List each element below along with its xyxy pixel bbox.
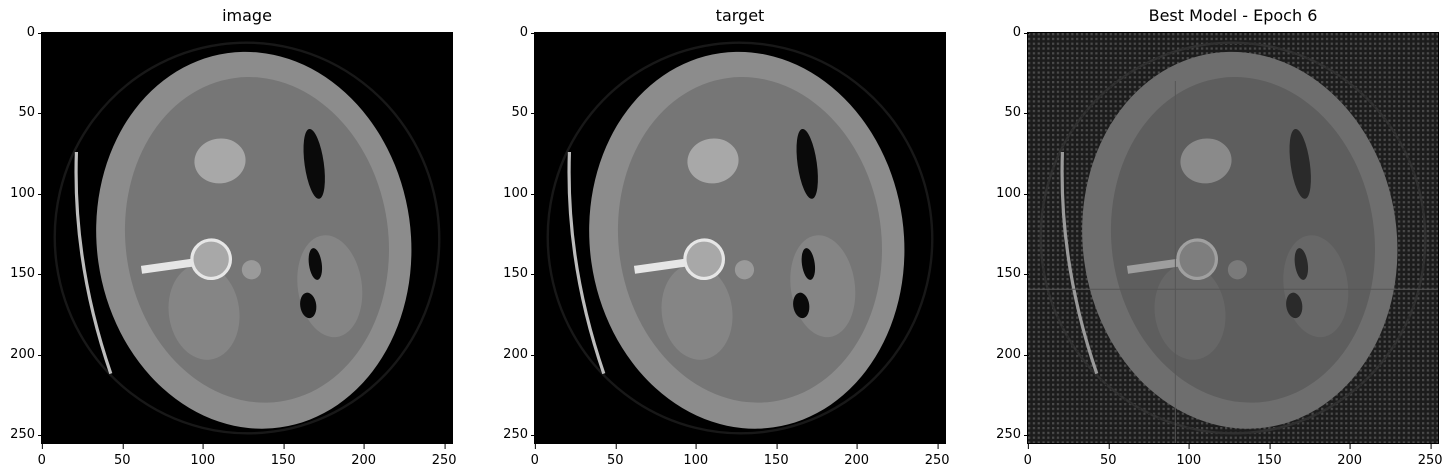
x-tick-label: 250: [924, 444, 950, 468]
organ-kidney: [194, 138, 246, 184]
y-tick-label: 250: [10, 427, 43, 443]
x-tick-label: 200: [351, 444, 377, 468]
vertebra: [683, 238, 725, 281]
body-group: [53, 41, 441, 435]
y-tick-label: 200: [503, 346, 536, 362]
y-tick-label: 250: [503, 427, 536, 443]
x-tick-label: 200: [844, 444, 870, 468]
y-tick-label: 100: [503, 185, 536, 201]
y-tick-label: 100: [996, 185, 1029, 201]
air-pocket: [801, 248, 816, 280]
x-tick-label: 0: [1023, 444, 1032, 468]
ct-slice-target: [535, 33, 945, 443]
y-tick-label: 150: [10, 266, 43, 282]
y-tick-label: 150: [503, 266, 536, 282]
x-tick-label: 50: [1099, 444, 1117, 468]
x-tick-label: 50: [113, 444, 131, 468]
y-tick-label: 250: [996, 427, 1029, 443]
aorta: [734, 260, 755, 280]
x-tick-label: 250: [431, 444, 457, 468]
body-group: [546, 41, 934, 435]
panel-image: image 0 50 100 150 200 250 0 50 100 150 200 250: [0, 0, 470, 476]
y-tick-label: 200: [996, 346, 1029, 362]
organ-left: [661, 264, 733, 360]
table-line: [74, 151, 113, 375]
target-axes: [534, 32, 946, 444]
aorta: [241, 260, 262, 280]
organ-left: [168, 264, 240, 360]
vertebra: [1176, 238, 1218, 281]
table-line: [1060, 151, 1099, 375]
x-tick-label: 100: [683, 444, 709, 468]
x-tick-label: 150: [763, 444, 789, 468]
x-tick-label: 100: [190, 444, 216, 468]
table-line: [567, 151, 606, 375]
panel-best-model: Best Model - Epoch 6 0 50 100 150 200 250 0 50 1…: [986, 0, 1456, 476]
scan-circle: [53, 41, 441, 435]
ct-slice-prediction: [1028, 33, 1438, 443]
x-tick-label: 0: [37, 444, 46, 468]
panel-target: target 0 50 100 150 200 250 0 50 100 150 200 250: [493, 0, 963, 476]
scan-circle: [1039, 41, 1427, 435]
image-axes: [41, 32, 453, 444]
prediction-axes: [1027, 32, 1439, 444]
panel-title: image: [222, 6, 272, 25]
y-tick-label: 0: [1012, 24, 1030, 40]
x-tick-label: 0: [530, 444, 539, 468]
y-tick-label: 150: [996, 266, 1029, 282]
x-tick-label: 150: [1256, 444, 1282, 468]
vertebra: [190, 238, 232, 281]
organ-left: [1154, 264, 1226, 360]
air-pocket: [303, 128, 325, 199]
y-tick-label: 100: [10, 185, 43, 201]
y-tick-label: 50: [18, 105, 43, 121]
scan-circle: [546, 41, 934, 435]
x-tick-label: 250: [1417, 444, 1443, 468]
panel-title: target: [715, 6, 765, 25]
x-tick-label: 200: [1337, 444, 1363, 468]
organ-kidney: [1180, 138, 1232, 184]
ct-slice-image: [42, 33, 452, 443]
air-pocket: [1286, 292, 1303, 319]
x-tick-label: 150: [270, 444, 296, 468]
y-tick-label: 50: [511, 105, 536, 121]
air-pocket: [308, 248, 323, 280]
air-pocket: [1294, 248, 1309, 280]
air-pocket: [300, 292, 317, 319]
y-tick-label: 0: [519, 24, 537, 40]
organ-kidney: [687, 138, 739, 184]
panel-title: Best Model - Epoch 6: [1148, 6, 1318, 25]
x-tick-label: 50: [606, 444, 624, 468]
y-tick-label: 200: [10, 346, 43, 362]
aorta: [1227, 260, 1248, 280]
x-tick-label: 100: [1176, 444, 1202, 468]
air-pocket: [1289, 128, 1311, 199]
y-tick-label: 0: [26, 24, 44, 40]
air-pocket: [793, 292, 810, 319]
y-tick-label: 50: [1004, 105, 1029, 121]
body-group: [1039, 41, 1427, 435]
air-pocket: [796, 128, 818, 199]
